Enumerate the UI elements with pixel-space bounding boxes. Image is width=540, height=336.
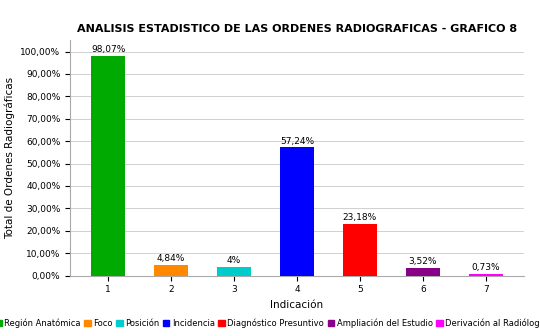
Bar xyxy=(91,56,125,276)
Bar xyxy=(217,266,251,276)
Text: 4%: 4% xyxy=(227,256,241,265)
Title: ANALISIS ESTADISTICO DE LAS ORDENES RADIOGRAFICAS - GRAFICO 8: ANALISIS ESTADISTICO DE LAS ORDENES RADI… xyxy=(77,24,517,34)
Text: 0,73%: 0,73% xyxy=(471,263,500,272)
Text: 57,24%: 57,24% xyxy=(280,136,314,145)
Text: 4,84%: 4,84% xyxy=(157,254,185,263)
Bar xyxy=(280,147,314,276)
Text: 3,52%: 3,52% xyxy=(409,257,437,266)
Bar xyxy=(406,268,440,276)
Bar xyxy=(154,265,188,276)
Text: 98,07%: 98,07% xyxy=(91,45,125,54)
Y-axis label: Total de Ordenes Radiográficas: Total de Ordenes Radiográficas xyxy=(4,77,15,239)
Bar xyxy=(469,274,503,276)
Bar xyxy=(343,223,377,276)
Legend: Región Anatómica, Foco, Posición, Incidencia, Diagnóstico Presuntivo, Ampliación: Región Anatómica, Foco, Posición, Incide… xyxy=(0,317,540,329)
X-axis label: Indicación: Indicación xyxy=(271,300,323,310)
Text: 23,18%: 23,18% xyxy=(343,213,377,222)
